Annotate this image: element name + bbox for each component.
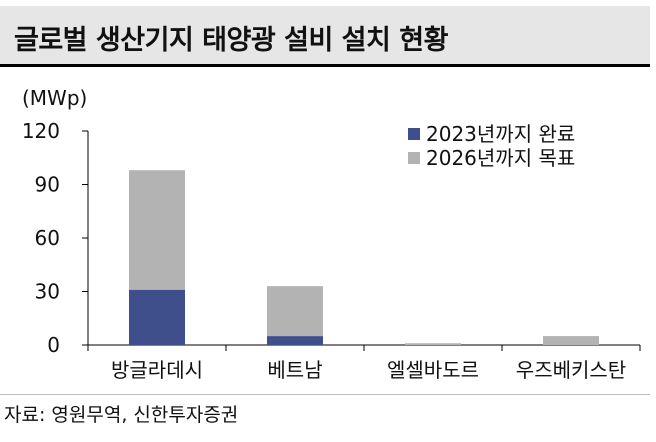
ticks: 0 30 60 90 120 방글라데시 베트남 엘셀바도르 우즈베키스탄 xyxy=(22,119,641,382)
bar-target xyxy=(129,170,185,290)
y-tick-label: 60 xyxy=(35,226,60,250)
bar-target xyxy=(405,343,461,345)
legend-label: 2023년까지 완료 xyxy=(426,122,575,146)
y-tick-label: 30 xyxy=(35,280,60,304)
chart-title: 글로벌 생산기지 태양광 설비 설치 현황 xyxy=(14,25,448,56)
x-tick-label: 베트남 xyxy=(267,358,322,382)
legend-swatch xyxy=(408,128,420,140)
y-axis-unit-label: (MWp) xyxy=(22,86,88,110)
bar-target xyxy=(267,286,323,337)
y-tick-label: 90 xyxy=(35,173,60,197)
x-tick-label: 엘셀바도르 xyxy=(387,358,479,382)
legend-label: 2026년까지 목표 xyxy=(426,146,575,170)
x-tick-label: 우즈베키스탄 xyxy=(516,358,626,382)
source-note: 자료: 영원무역, 신한투자증권 xyxy=(4,404,239,426)
legend-swatch xyxy=(408,152,420,164)
y-tick-label: 0 xyxy=(47,333,60,357)
bar-target xyxy=(543,336,599,345)
bar-completed xyxy=(129,289,185,345)
title-bar: 글로벌 생산기지 태양광 설비 설치 현황 xyxy=(0,6,650,67)
x-tick-label: 방글라데시 xyxy=(111,358,203,382)
bar-completed xyxy=(267,336,323,345)
y-tick-label: 120 xyxy=(22,119,60,143)
footer-divider xyxy=(0,394,650,395)
bars xyxy=(129,170,599,345)
